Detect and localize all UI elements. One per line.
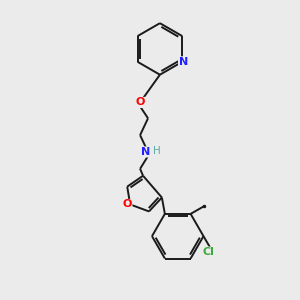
Text: H: H [153, 146, 161, 156]
Text: O: O [122, 200, 132, 209]
Text: O: O [135, 98, 145, 107]
Text: Cl: Cl [202, 247, 214, 257]
Text: N: N [141, 147, 151, 157]
Text: N: N [178, 57, 188, 67]
